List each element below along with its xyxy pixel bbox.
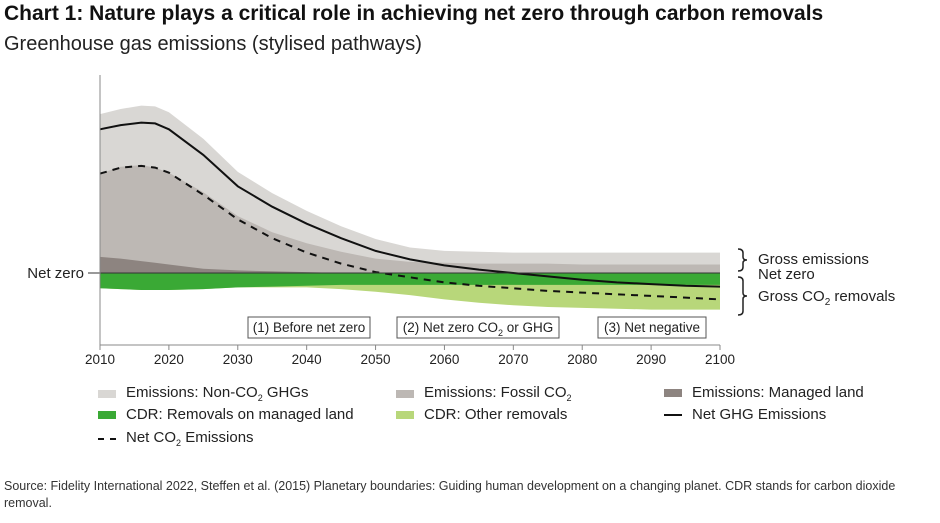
legend-swatch-managed-land [664, 388, 682, 397]
legend-label-non-co2: Emissions: Non-CO2 GHGs [126, 384, 309, 403]
x-tick-label: 2040 [292, 352, 322, 367]
x-tick-label: 2050 [361, 352, 391, 367]
source-note: Source: Fidelity International 2022, Ste… [4, 479, 896, 510]
stage-label-net-negative: (3) Net negative [604, 320, 700, 335]
x-tick-label: 2080 [567, 352, 597, 367]
legend-swatch-cdr-managed [98, 410, 116, 419]
legend-label-net-ghg: Net GHG Emissions [692, 406, 827, 423]
annotation-layer: Net zero (1) Before net zero (2) Net zero … [27, 248, 895, 339]
x-tick-label: 2090 [636, 352, 666, 367]
stage-label-net-zero-box [396, 316, 560, 339]
legend-label-cdr-managed: CDR: Removals on managed land [126, 406, 354, 423]
net-zero-right-label: Net zero [758, 266, 815, 283]
legend-swatch-fossil-co2 [396, 389, 414, 398]
axes-layer: 2010 2020 2030 2040 2050 2060 2070 2080 2090 2100 [85, 75, 735, 367]
legend-swatch-cdr-other [396, 410, 414, 419]
area-layer [100, 105, 720, 310]
area-managed-land-emissions [100, 256, 720, 273]
legend-item-net-ghg: Net GHG Emissions [664, 406, 826, 423]
brace-gross-removals [737, 276, 748, 316]
line-layer [99, 121, 721, 301]
legend-label-managed-land: Emissions: Managed land [692, 384, 864, 401]
legend-label-net-co2: Net CO2 Emissions [126, 429, 254, 448]
legend-item-fossil-co2: Emissions: Fossil CO2 [396, 384, 572, 403]
legend-swatch-non-co2 [98, 389, 116, 398]
net-co2-line [99, 164, 721, 301]
x-tick-label: 2060 [429, 352, 459, 367]
area-fossil-co2 [100, 165, 720, 273]
x-tick-label: 2070 [498, 352, 528, 367]
stage-label-net-negative-box [597, 316, 707, 339]
legend-label-fossil-co2: Emissions: Fossil CO2 [424, 384, 572, 403]
net-ghg-line [99, 121, 721, 288]
legend-item-cdr-managed: CDR: Removals on managed land [98, 406, 354, 423]
legend-item-cdr-other: CDR: Other removals [396, 406, 567, 423]
gross-removals-label: Gross CO2 removals [758, 288, 895, 308]
legend-item-non-co2: Emissions: Non-CO2 GHGs [98, 384, 309, 403]
net-zero-label: Net zero [27, 265, 84, 282]
stage-label-before-net-zero: (1) Before net zero [253, 320, 366, 335]
brace-gross-emissions [737, 248, 748, 272]
legend-item-net-co2: Net CO2 Emissions [98, 429, 254, 448]
stage-label-net-zero: (2) Net zero CO2 or GHG [403, 320, 554, 338]
chart-title: Chart 1: Nature plays a critical role in… [4, 2, 824, 25]
x-tick-label: 2010 [85, 352, 115, 367]
legend-label-cdr-other: CDR: Other removals [424, 406, 568, 423]
x-tick-label: 2030 [223, 352, 253, 367]
legend-swatch-net-co2 [98, 437, 116, 440]
x-tick-label: 2020 [154, 352, 184, 367]
x-tick-label: 2100 [705, 352, 735, 367]
stage-label-before-net-zero-box [247, 316, 371, 339]
legend-item-managed-land: Emissions: Managed land [664, 384, 864, 401]
chart-canvas: 2010 2020 2030 2040 2050 2060 2070 2080 2090 2100… [27, 75, 895, 367]
chart-subtitle: Greenhouse gas emissions (stylised pathw… [4, 33, 422, 55]
legend-swatch-net-ghg [664, 413, 682, 416]
gross-emissions-label: Gross emissions [758, 251, 869, 268]
